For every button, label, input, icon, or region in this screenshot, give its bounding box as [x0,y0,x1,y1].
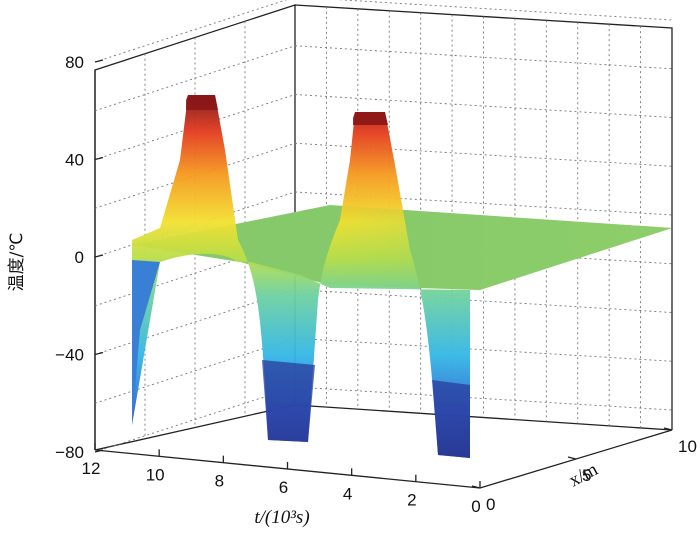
left-spike [132,260,160,425]
z-tick-label: 40 [65,151,84,170]
cold-trough-2 [432,380,470,458]
cold-trough-1 [262,360,315,442]
t-tick-label: 0 [471,497,480,516]
z-tick-mark [94,59,104,63]
z-tick-mark [94,156,104,161]
t-tick-label: 6 [279,478,288,497]
x-tick-mark [567,456,577,460]
x-tick-label: 10 [678,437,697,456]
z-axis-label: 温度/℃ [7,233,27,292]
x-tick-mark [663,427,673,431]
hot-peak-2 [353,112,388,125]
t-tick-label: 10 [146,465,165,484]
z-grid-left [94,337,296,404]
z-tick-label: 0 [75,248,84,267]
x-tick-label: 5 [582,466,591,485]
depth-fade [330,205,672,290]
z-tick-mark [94,351,104,356]
z-grid-left [94,0,288,63]
z-tick-label: −80 [55,443,84,462]
t-tick-label: 12 [82,459,101,478]
boundary-sheet [132,95,470,458]
x-tick-mark [471,485,481,489]
t-axis-label: t/(10³s) [254,507,309,528]
z-tick-mark [94,449,104,453]
z-tick-label: −40 [55,346,84,365]
t-tick-label: 2 [407,491,416,510]
z-tick-mark [94,254,104,258]
t-tick-label: 8 [215,472,224,491]
x-tick-label: 0 [486,495,495,514]
x-axis-label: x/m [565,459,601,492]
t-tick-label: 4 [343,484,352,503]
hot-peak-1 [186,95,218,110]
temperature-surface [132,95,672,458]
z-tick-label: 80 [65,53,84,72]
